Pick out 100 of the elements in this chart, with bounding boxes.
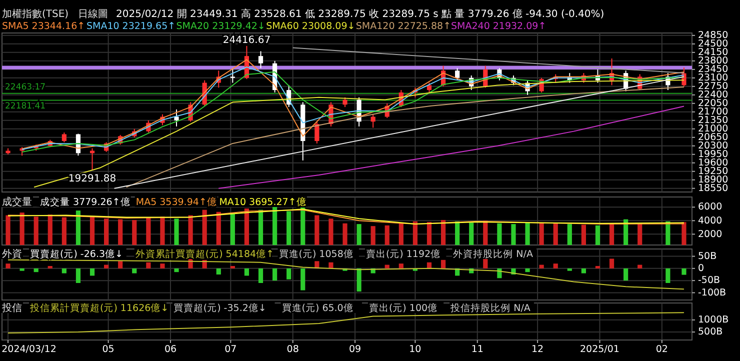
bar: [682, 268, 686, 275]
candlestick: [174, 108, 179, 127]
bar: [553, 264, 558, 268]
y-tick-label: 0: [698, 263, 704, 274]
series-label: MA5 3539.94↑億: [136, 196, 217, 208]
bar: [581, 268, 586, 274]
annotation: 24416.67: [222, 34, 271, 46]
annotation: 買進(元) 65.0億: [282, 302, 354, 314]
annotation: 買進(元) 1058億: [278, 248, 354, 260]
candlestick: [426, 82, 432, 93]
annotation: 賣出(元) 100億: [368, 302, 438, 314]
bar: [174, 268, 179, 272]
bar: [104, 264, 109, 268]
chart-title: 外資: [2, 248, 22, 260]
text: SMA240 21932.09↑: [451, 21, 546, 32]
bar: [398, 264, 404, 268]
line-series: [218, 106, 684, 189]
bar: [6, 264, 10, 268]
series-label: 成交量 3779.26↑億: [40, 196, 130, 208]
y-tick-label: 1000B: [698, 314, 729, 326]
x-tick-label: 07: [224, 344, 237, 355]
y-tick-label: 50B: [698, 250, 717, 262]
text: 2025/02/12 開 23449.31 高 23528.61 低 23289.75 收 23289.75 s 點 量 3779.26 億 -94.30 (-0.40%): [116, 8, 604, 20]
y-tick-label: 500B: [698, 326, 723, 338]
candlestick: [455, 68, 460, 81]
text: SMA120 22725.88↑: [356, 21, 452, 32]
x-tick-label: 10: [409, 344, 422, 355]
series-label: 外資累計買賣超(元) 54184億↑: [135, 248, 274, 260]
candlestick: [314, 121, 320, 144]
x-tick-label: 06: [164, 344, 177, 355]
bar: [567, 268, 572, 271]
y-tick-label: 18550: [698, 182, 728, 194]
bar: [286, 268, 292, 280]
bar: [609, 258, 614, 268]
bar: [216, 268, 221, 274]
chart-title: 加權指數(TSE): [2, 8, 69, 20]
candlestick: [258, 50, 264, 69]
bar: [525, 268, 530, 272]
x-tick-label: 08: [286, 344, 299, 355]
bar: [20, 268, 24, 271]
bar: [539, 264, 544, 268]
y-tick-label: 6000: [698, 202, 722, 213]
y-tick-label: -50B: [698, 275, 720, 286]
x-tick-label: 11: [471, 344, 484, 355]
bar: [300, 268, 306, 290]
text: SMA20 23129.42↓: [176, 21, 266, 32]
candlestick: [90, 148, 95, 171]
candlestick: [62, 132, 66, 143]
line-series: [8, 312, 684, 334]
y-tick-label: 19600: [698, 157, 728, 168]
annotation: 賣出(元) 1192億: [366, 248, 441, 260]
candlestick: [342, 96, 348, 108]
ref-line-label: 22181.41: [5, 102, 46, 112]
text: SMA60 23008.09↓: [266, 21, 356, 32]
candlestick: [230, 68, 235, 84]
y-tick-label: 2000: [698, 228, 722, 240]
y-tick-label: 18900: [698, 174, 728, 186]
bar: [258, 268, 264, 283]
y-tick-label: 19950: [698, 148, 728, 160]
x-tick-label: 02: [656, 344, 668, 355]
bar: [76, 268, 81, 283]
text: SMA10 23219.65↑: [86, 21, 176, 32]
bar: [666, 268, 670, 283]
y-tick-label: 19250: [698, 166, 728, 177]
bar: [90, 268, 95, 276]
bar: [384, 264, 390, 268]
ref-line-label: 22463.17: [5, 82, 46, 93]
y-tick-label: 4000: [698, 215, 722, 226]
series-label: MA10 3695.27↑億: [219, 196, 306, 208]
chart-title: 成交量: [2, 196, 32, 208]
bar: [356, 268, 362, 292]
annotation: 外資持股比例 N/A: [453, 248, 534, 260]
x-tick-label: 12: [532, 344, 544, 355]
y-tick-label: 20300: [698, 140, 728, 152]
bar: [244, 268, 250, 276]
y-tick-label: 20650: [698, 132, 728, 143]
x-tick-label: 2025/01: [580, 344, 620, 355]
y-tick-label: -100B: [698, 287, 726, 298]
series-label: 投信累計買賣超(元) 11626億↓: [29, 302, 169, 314]
bar: [624, 268, 628, 281]
y-tick-label: 21350: [698, 114, 728, 126]
bar: [62, 268, 66, 274]
chart-subtitle: 日線圖: [78, 9, 108, 20]
y-tick-label: 21000: [698, 123, 728, 134]
bar: [118, 261, 123, 268]
candlestick: [370, 114, 376, 128]
x-tick-label: 2024/03/12: [2, 344, 56, 355]
bar: [160, 264, 165, 268]
bar: [272, 268, 278, 281]
bar: [132, 268, 137, 274]
annotation: 19291.88: [68, 173, 116, 184]
bar: [146, 262, 151, 268]
x-tick-label: 05: [102, 344, 114, 355]
annotation: 投信持股比例 N/A: [450, 302, 531, 314]
series-label: 買賣超(元) -26.3億↓: [30, 248, 123, 260]
bar: [328, 262, 334, 268]
bar: [34, 268, 38, 272]
bar: [638, 264, 642, 268]
annotation: 買賣超(元) -35.2億↓: [173, 302, 266, 314]
text: SMA5 23344.16↑: [2, 21, 86, 32]
